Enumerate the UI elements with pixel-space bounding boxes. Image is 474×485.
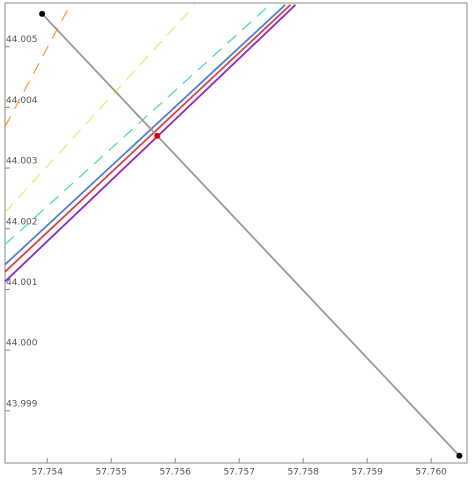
frame xyxy=(4,2,468,464)
y-tick-label: 44.000 xyxy=(6,339,38,349)
y-tick-label: 44.001 xyxy=(6,278,38,288)
series-line xyxy=(4,4,286,266)
series-line xyxy=(4,4,297,283)
x-tick-label: 57.756 xyxy=(159,468,191,478)
y-tick-label: 44.002 xyxy=(6,217,38,227)
series-line xyxy=(4,4,196,213)
x-tick-label: 57.755 xyxy=(95,468,127,478)
y-tick-label: 43.999 xyxy=(6,399,38,409)
x-tick-label: 57.757 xyxy=(223,468,255,478)
series-line xyxy=(4,4,271,245)
x-tick-label: 57.758 xyxy=(287,468,319,478)
y-tick-label: 44.003 xyxy=(6,157,38,167)
x-tick-label: 57.759 xyxy=(351,468,383,478)
series-line xyxy=(41,13,460,457)
y-tick-label: 44.004 xyxy=(6,96,38,106)
point xyxy=(39,10,46,17)
x-tick-label: 57.754 xyxy=(31,468,63,478)
series-line xyxy=(4,4,71,128)
point xyxy=(154,132,161,139)
series-line xyxy=(4,4,292,273)
x-tick-label: 57.760 xyxy=(415,468,447,478)
point xyxy=(456,452,463,459)
y-tick-label: 44.005 xyxy=(6,35,38,45)
